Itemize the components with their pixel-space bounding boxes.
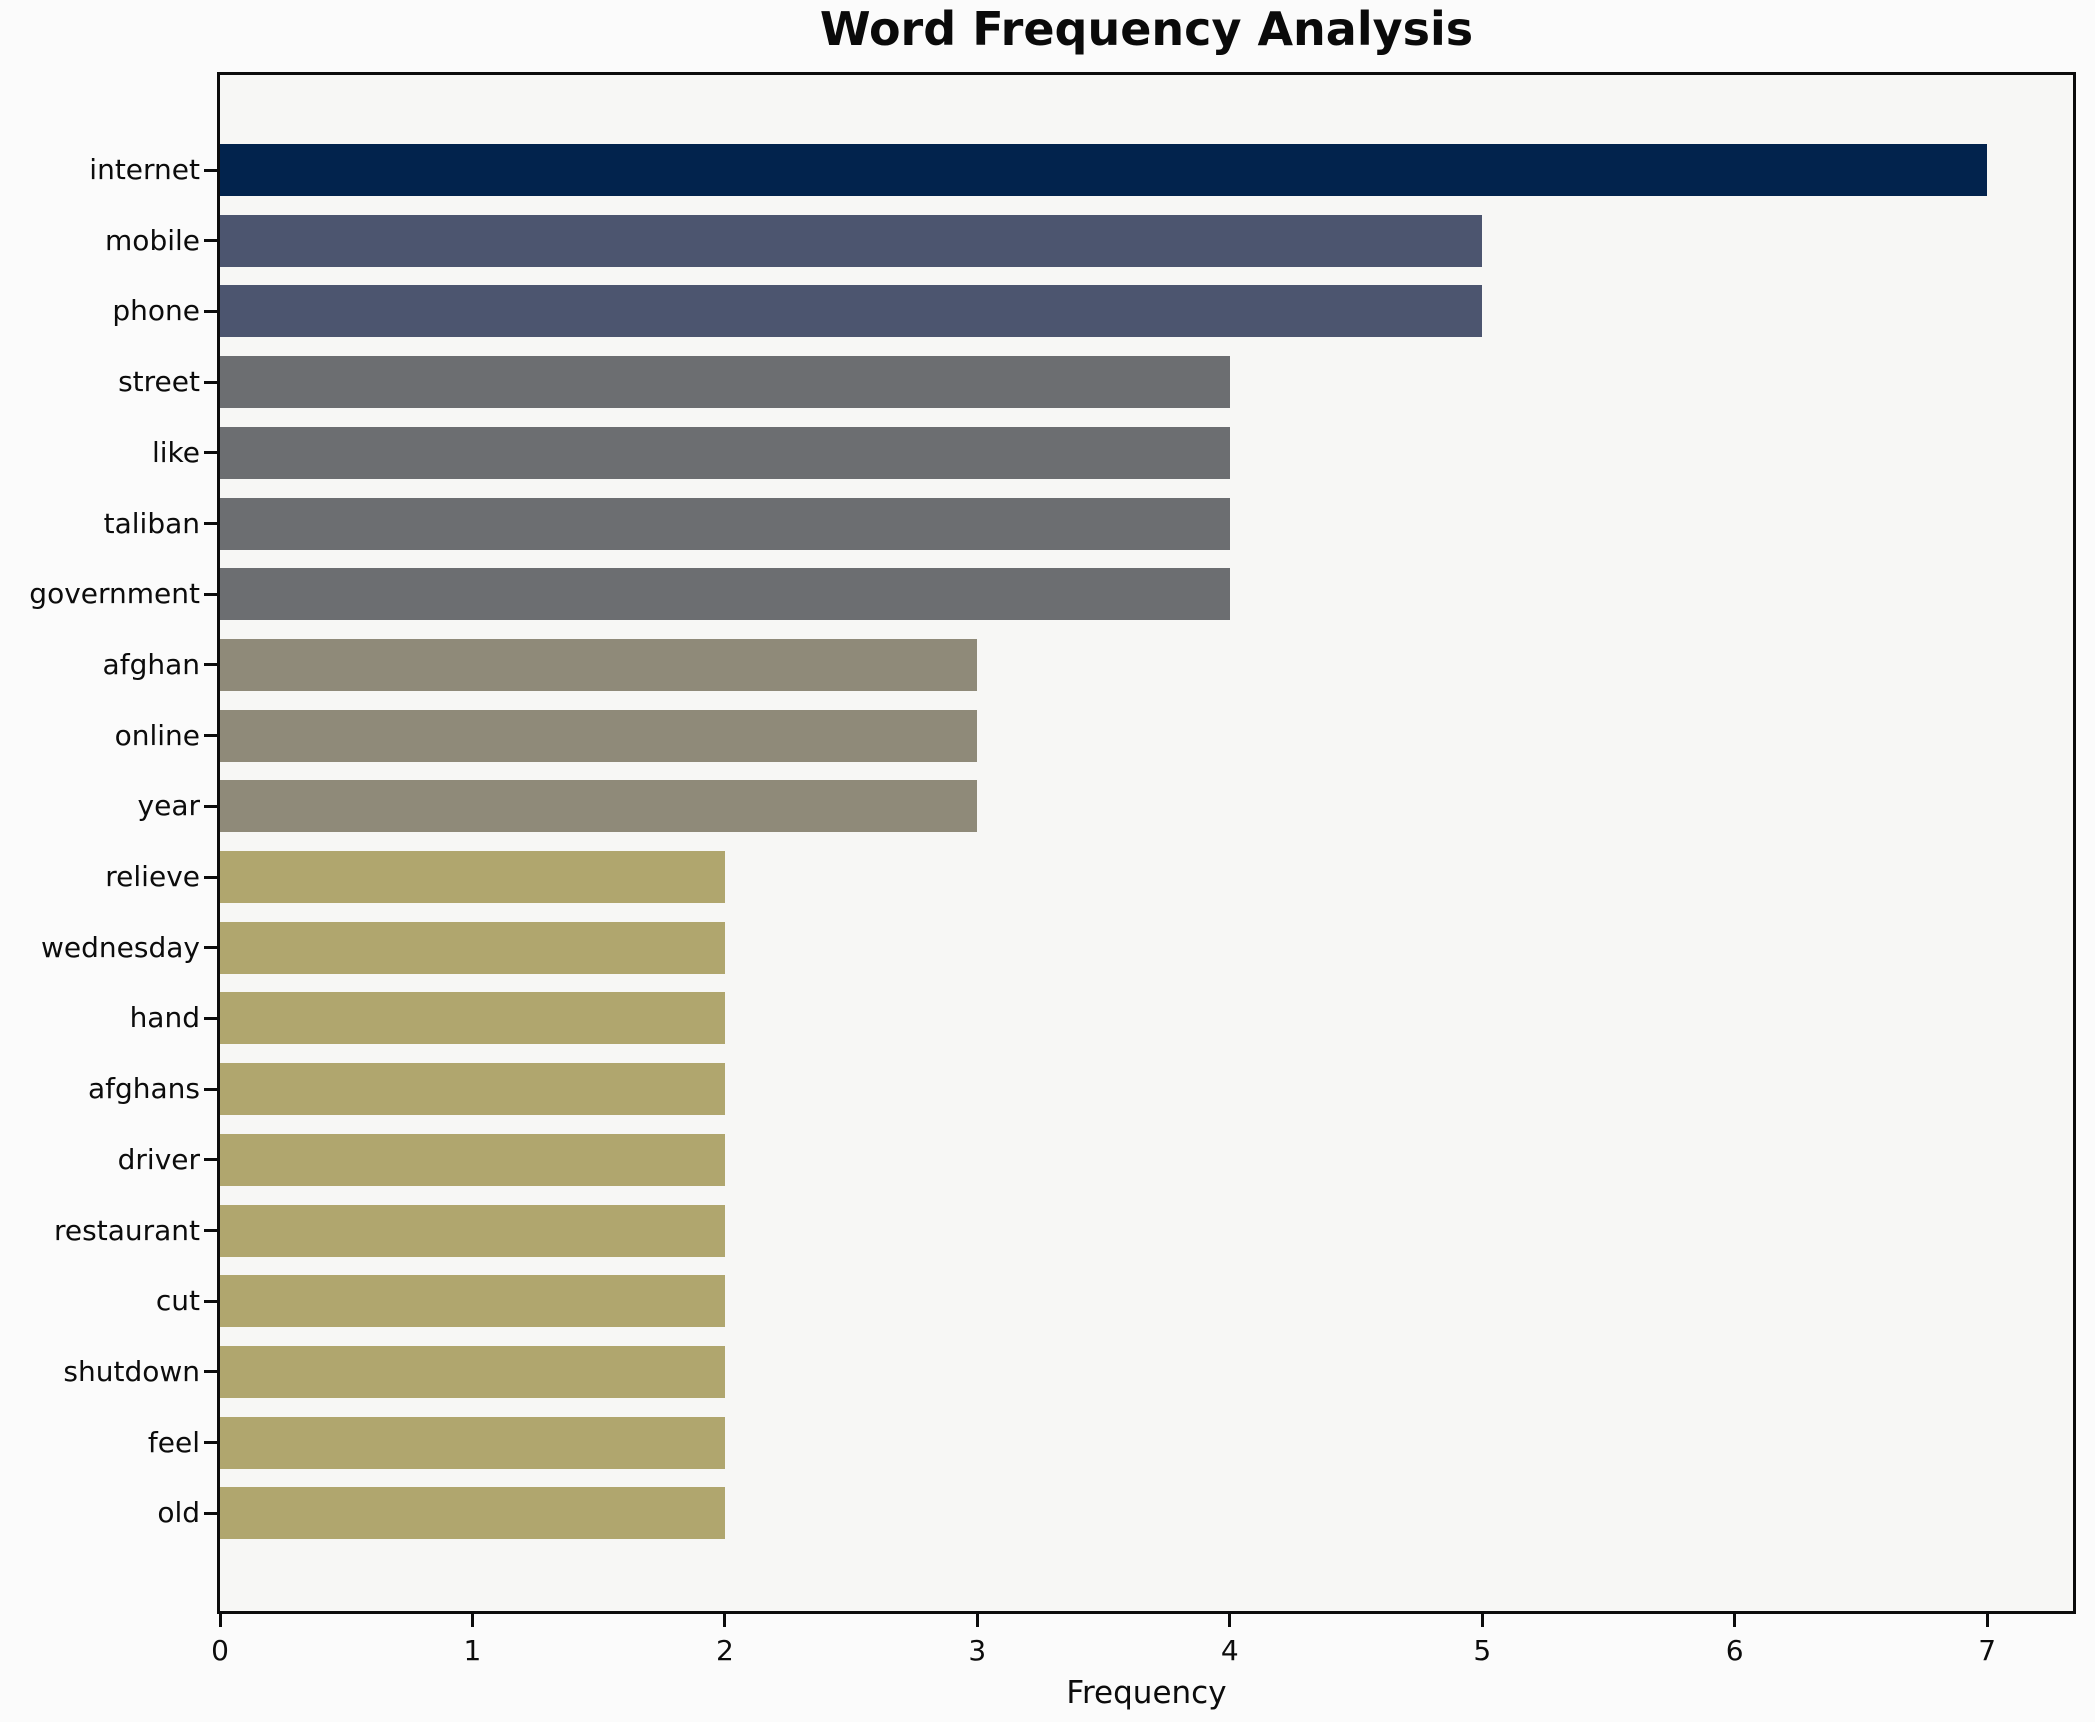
y-label-cut: cut bbox=[155, 1284, 200, 1318]
y-label-afghan: afghan bbox=[102, 647, 200, 681]
y-tick-internet bbox=[204, 168, 217, 172]
x-tick-5 bbox=[1480, 1614, 1484, 1627]
x-tick-6 bbox=[1733, 1614, 1737, 1627]
bar-restaurant bbox=[220, 1204, 725, 1257]
y-tick-afghans bbox=[204, 1087, 217, 1091]
y-tick-taliban bbox=[204, 522, 217, 525]
y-label-old: old bbox=[157, 1496, 200, 1530]
y-tick-old bbox=[204, 1511, 217, 1515]
y-tick-year bbox=[204, 804, 217, 808]
y-label-afghans: afghans bbox=[87, 1072, 200, 1106]
y-label-driver: driver bbox=[117, 1142, 200, 1176]
bar-feel bbox=[220, 1416, 725, 1469]
bar-phone bbox=[220, 285, 1483, 338]
x-tick-label-4: 4 bbox=[1220, 1634, 1239, 1667]
bar-shutdown bbox=[220, 1345, 725, 1398]
y-tick-online bbox=[204, 734, 217, 738]
x-tick-3 bbox=[975, 1614, 979, 1627]
x-tick-label-6: 6 bbox=[1725, 1634, 1744, 1667]
y-tick-government bbox=[204, 592, 217, 596]
y-label-internet: internet bbox=[89, 153, 200, 186]
y-label-shutdown: shutdown bbox=[63, 1354, 200, 1388]
y-label-taliban: taliban bbox=[103, 506, 200, 540]
x-tick-label-1: 1 bbox=[463, 1634, 482, 1667]
y-label-government: government bbox=[29, 577, 200, 611]
bar-relieve bbox=[220, 851, 725, 903]
y-tick-afghan bbox=[204, 663, 217, 667]
x-tick-4 bbox=[1228, 1614, 1232, 1627]
y-label-mobile: mobile bbox=[105, 223, 200, 257]
y-label-year: year bbox=[137, 789, 200, 823]
bar-old bbox=[220, 1487, 725, 1540]
y-label-restaurant: restaurant bbox=[54, 1213, 200, 1247]
bar-afghan bbox=[220, 638, 978, 691]
y-tick-driver bbox=[204, 1158, 217, 1162]
x-tick-label-5: 5 bbox=[1473, 1634, 1492, 1667]
bar-like bbox=[220, 426, 1230, 479]
y-tick-restaurant bbox=[204, 1229, 217, 1232]
x-axis-label: Frequency bbox=[1066, 1675, 1227, 1711]
y-label-hand: hand bbox=[129, 1001, 200, 1035]
x-tick-0 bbox=[218, 1614, 222, 1627]
y-tick-feel bbox=[204, 1441, 217, 1445]
y-label-phone: phone bbox=[112, 294, 200, 328]
y-tick-phone bbox=[204, 309, 217, 313]
y-label-relieve: relieve bbox=[105, 860, 200, 893]
chart-title: Word Frequency Analysis bbox=[819, 2, 1474, 56]
y-label-like: like bbox=[151, 435, 200, 469]
bar-government bbox=[220, 568, 1230, 621]
bar-cut bbox=[220, 1275, 725, 1328]
bar-wednesday bbox=[220, 921, 725, 974]
x-tick-7 bbox=[1985, 1614, 1989, 1627]
y-tick-mobile bbox=[204, 239, 217, 243]
y-tick-cut bbox=[204, 1299, 217, 1303]
bar-year bbox=[220, 780, 978, 833]
y-tick-wednesday bbox=[204, 946, 217, 950]
y-label-feel: feel bbox=[147, 1425, 200, 1459]
x-tick-label-2: 2 bbox=[715, 1634, 734, 1667]
x-tick-label-0: 0 bbox=[211, 1634, 229, 1667]
bar-driver bbox=[220, 1133, 725, 1186]
y-label-street: street bbox=[118, 365, 200, 399]
bar-mobile bbox=[220, 214, 1483, 267]
x-tick-label-7: 7 bbox=[1978, 1634, 1997, 1667]
bar-hand bbox=[220, 992, 725, 1045]
y-label-wednesday: wednesday bbox=[41, 930, 200, 964]
y-tick-street bbox=[204, 380, 217, 384]
bar-online bbox=[220, 709, 978, 762]
y-label-online: online bbox=[114, 718, 200, 752]
x-tick-label-3: 3 bbox=[968, 1634, 987, 1667]
bar-taliban bbox=[220, 497, 1230, 550]
x-tick-1 bbox=[470, 1614, 474, 1627]
bar-street bbox=[220, 356, 1230, 409]
y-tick-hand bbox=[204, 1016, 217, 1020]
bar-afghans bbox=[220, 1063, 725, 1116]
x-tick-2 bbox=[723, 1614, 727, 1627]
y-tick-like bbox=[204, 451, 217, 455]
y-tick-relieve bbox=[204, 875, 217, 879]
plot-area bbox=[217, 72, 2076, 1614]
y-tick-shutdown bbox=[204, 1370, 217, 1374]
bar-internet bbox=[220, 144, 1988, 196]
